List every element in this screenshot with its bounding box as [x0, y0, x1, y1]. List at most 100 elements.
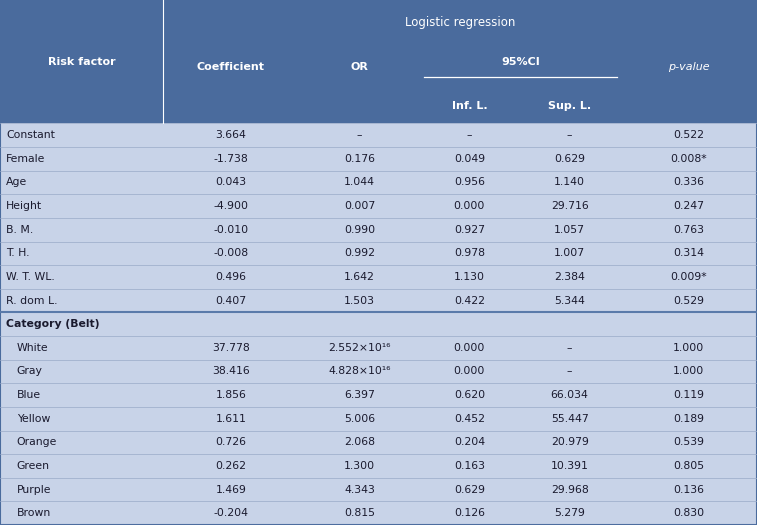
Text: B. M.: B. M. — [6, 225, 33, 235]
Bar — [0, 265, 163, 289]
Text: 1.856: 1.856 — [216, 390, 246, 400]
Text: 0.978: 0.978 — [454, 248, 484, 258]
Bar — [621, 336, 757, 360]
Text: 38.416: 38.416 — [212, 366, 250, 376]
Bar — [420, 123, 519, 147]
Bar — [519, 407, 621, 430]
Bar — [299, 454, 420, 478]
Text: 29.968: 29.968 — [551, 485, 588, 495]
Text: 0.049: 0.049 — [453, 154, 485, 164]
Bar — [420, 194, 519, 218]
Bar — [0, 454, 163, 478]
Text: 1.044: 1.044 — [344, 177, 375, 187]
Bar — [299, 218, 420, 242]
Bar — [621, 147, 757, 171]
Text: 37.778: 37.778 — [212, 343, 250, 353]
Bar — [420, 265, 519, 289]
Bar — [163, 242, 299, 265]
Text: Green: Green — [17, 461, 50, 471]
Bar — [519, 218, 621, 242]
Text: 95%CI: 95%CI — [501, 57, 540, 67]
Bar — [621, 218, 757, 242]
Text: Inf. L.: Inf. L. — [451, 101, 488, 111]
Bar — [163, 501, 299, 525]
Text: 0.452: 0.452 — [454, 414, 484, 424]
Text: 0.927: 0.927 — [454, 225, 484, 235]
Bar — [0, 289, 163, 312]
Bar — [621, 430, 757, 454]
Bar — [519, 501, 621, 525]
Text: W. T. WL.: W. T. WL. — [6, 272, 55, 282]
Bar — [0, 336, 163, 360]
Bar — [519, 478, 621, 501]
Bar — [0, 123, 163, 147]
Bar — [0, 147, 163, 171]
Bar — [0, 0, 163, 123]
Bar — [0, 501, 163, 525]
Bar — [163, 123, 299, 147]
Text: Blue: Blue — [17, 390, 41, 400]
Text: Height: Height — [6, 201, 42, 211]
Text: 1.140: 1.140 — [554, 177, 585, 187]
Text: Sup. L.: Sup. L. — [548, 101, 591, 111]
Text: 1.642: 1.642 — [344, 272, 375, 282]
Text: Female: Female — [6, 154, 45, 164]
Bar — [163, 265, 299, 289]
Text: 0.000: 0.000 — [453, 201, 485, 211]
Bar — [163, 289, 299, 312]
Text: 0.990: 0.990 — [344, 225, 375, 235]
Bar — [519, 312, 621, 336]
Bar — [519, 89, 621, 123]
Text: -1.738: -1.738 — [213, 154, 248, 164]
Bar — [519, 123, 621, 147]
Bar — [420, 430, 519, 454]
Bar — [420, 383, 519, 407]
Text: Brown: Brown — [17, 508, 51, 518]
Bar — [0, 194, 163, 218]
Text: Coefficient: Coefficient — [197, 62, 265, 72]
Bar — [0, 171, 163, 194]
Text: Orange: Orange — [17, 437, 57, 447]
Text: -0.204: -0.204 — [213, 508, 248, 518]
Bar — [299, 89, 420, 123]
Bar — [0, 242, 163, 265]
Bar — [621, 194, 757, 218]
Bar — [299, 45, 420, 89]
Text: 0.992: 0.992 — [344, 248, 375, 258]
Text: 0.830: 0.830 — [673, 508, 705, 518]
Bar — [420, 336, 519, 360]
Text: 0.009*: 0.009* — [671, 272, 707, 282]
Bar — [299, 265, 420, 289]
Bar — [621, 89, 757, 123]
Text: 0.422: 0.422 — [454, 296, 484, 306]
Bar — [519, 171, 621, 194]
Bar — [163, 336, 299, 360]
Bar — [621, 454, 757, 478]
Text: –: – — [567, 130, 572, 140]
Text: 1.130: 1.130 — [454, 272, 484, 282]
Text: Yellow: Yellow — [17, 414, 50, 424]
Bar — [0, 360, 163, 383]
Text: –: – — [466, 130, 472, 140]
Bar — [621, 289, 757, 312]
Bar — [420, 218, 519, 242]
Text: 0.176: 0.176 — [344, 154, 375, 164]
Bar — [420, 171, 519, 194]
Bar — [299, 194, 420, 218]
Bar — [299, 147, 420, 171]
Text: 0.522: 0.522 — [674, 130, 704, 140]
Bar — [0, 312, 163, 336]
Text: Category (Belt): Category (Belt) — [6, 319, 100, 329]
Bar — [420, 360, 519, 383]
Text: –: – — [567, 343, 572, 353]
Text: 1.503: 1.503 — [344, 296, 375, 306]
Text: p-value: p-value — [668, 62, 709, 72]
Text: Risk factor: Risk factor — [48, 57, 115, 67]
Text: 0.620: 0.620 — [453, 390, 485, 400]
Text: 0.956: 0.956 — [454, 177, 484, 187]
Text: 0.496: 0.496 — [216, 272, 246, 282]
Bar — [163, 89, 299, 123]
Bar — [420, 242, 519, 265]
Bar — [299, 501, 420, 525]
Text: 5.006: 5.006 — [344, 414, 375, 424]
